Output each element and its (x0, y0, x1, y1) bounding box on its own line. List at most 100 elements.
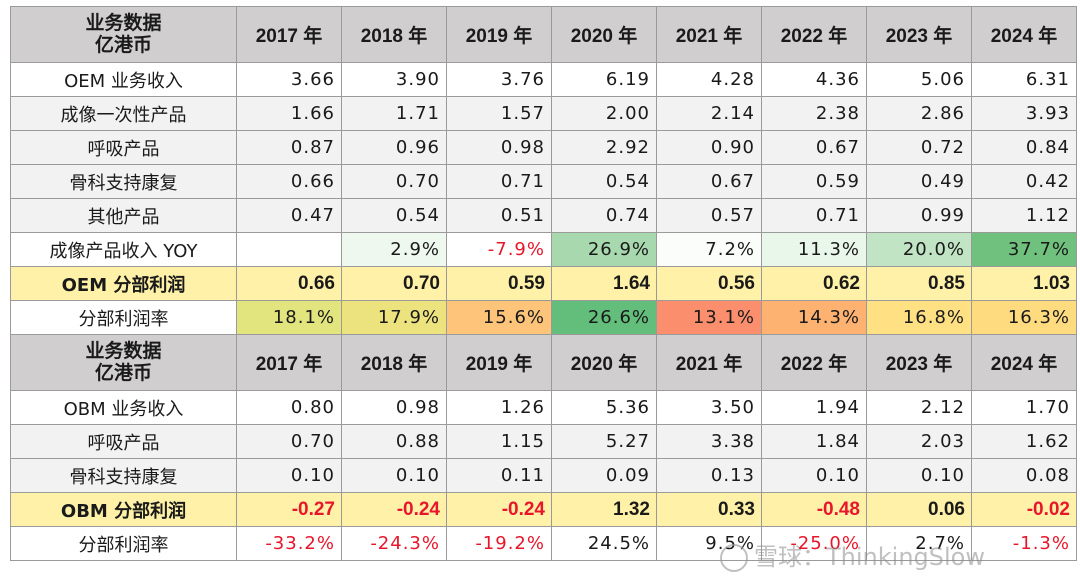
value-cell (236, 232, 342, 267)
value-cell: 0.13 (656, 458, 762, 493)
value-cell: -24.3% (341, 526, 447, 561)
value-cell: 14.3% (761, 300, 867, 335)
value-cell: 5.27 (551, 424, 657, 459)
row-label: 骨科支持康复 (10, 458, 237, 493)
year-header: 2024 年 (971, 6, 1077, 63)
row-label: OEM 分部利润 (10, 266, 237, 301)
value-cell: 1.71 (341, 96, 447, 131)
row-label: 分部利润率 (10, 300, 237, 335)
value-cell: 0.47 (236, 198, 342, 233)
obm-section: 业务数据 亿港币 2017 年 2018 年 2019 年 2020 年 2021… (10, 334, 1077, 561)
table-row: 骨科支持康复 0.10 0.10 0.11 0.09 0.13 0.10 0.10 0.08 (10, 458, 1077, 493)
year-header: 2017 年 (236, 334, 342, 391)
value-cell: 0.88 (341, 424, 447, 459)
value-cell: 1.64 (551, 266, 657, 301)
value-cell: 20.0% (866, 232, 972, 267)
value-cell: 0.87 (236, 130, 342, 165)
header-line-2: 亿港币 (94, 362, 152, 384)
table-row: 成像产品收入 YOY 2.9% -7.9% 26.9% 7.2% 11.3% 20.0% 37… (10, 232, 1077, 267)
header-line-2: 亿港币 (94, 34, 152, 56)
value-cell: 1.62 (971, 424, 1077, 459)
value-cell: 0.67 (656, 164, 762, 199)
value-cell: 0.66 (236, 164, 342, 199)
value-cell: 0.72 (866, 130, 972, 165)
row-label: 成像一次性产品 (10, 96, 237, 131)
year-header: 2021 年 (656, 6, 762, 63)
row-label: 呼吸产品 (10, 130, 237, 165)
value-cell: 4.36 (761, 62, 867, 97)
value-cell: 7.2% (656, 232, 762, 267)
row-label: 成像产品收入 YOY (10, 232, 237, 267)
value-cell: 26.9% (551, 232, 657, 267)
value-cell: 15.6% (446, 300, 552, 335)
financial-table: 业务数据 亿港币 2017 年 2018 年 2019 年 2020 年 2021… (10, 6, 1077, 561)
value-cell: 0.80 (236, 390, 342, 425)
value-cell: 24.5% (551, 526, 657, 561)
year-header: 2023 年 (866, 334, 972, 391)
table-row: 分部利润率 18.1% 17.9% 15.6% 26.6% 13.1% 14.3% 16.8%… (10, 300, 1077, 335)
value-cell: 0.70 (341, 266, 447, 301)
value-cell: 0.54 (341, 198, 447, 233)
header-line-1: 业务数据 (85, 340, 162, 362)
value-cell: 3.93 (971, 96, 1077, 131)
value-cell: 1.26 (446, 390, 552, 425)
value-cell: 0.09 (551, 458, 657, 493)
value-cell: 3.38 (656, 424, 762, 459)
value-cell: 0.90 (656, 130, 762, 165)
value-cell: 9.5% (656, 526, 762, 561)
value-cell: 0.59 (761, 164, 867, 199)
value-cell: 1.57 (446, 96, 552, 131)
year-header: 2022 年 (761, 6, 867, 63)
header-line-1: 业务数据 (85, 12, 162, 34)
value-cell: 1.84 (761, 424, 867, 459)
year-header: 2020 年 (551, 334, 657, 391)
table-row: 其他产品 0.47 0.54 0.51 0.74 0.57 0.71 0.99 1.12 (10, 198, 1077, 233)
value-cell: 0.62 (761, 266, 867, 301)
value-cell: 26.6% (551, 300, 657, 335)
oem-header-row: 业务数据 亿港币 2017 年 2018 年 2019 年 2020 年 2021… (10, 6, 1077, 63)
table-row: 成像一次性产品 1.66 1.71 1.57 2.00 2.14 2.38 2.86 3.93 (10, 96, 1077, 131)
value-cell: 0.85 (866, 266, 972, 301)
value-cell: 3.76 (446, 62, 552, 97)
value-cell: 2.7% (866, 526, 972, 561)
value-cell: 3.66 (236, 62, 342, 97)
value-cell: 0.96 (341, 130, 447, 165)
value-cell: 18.1% (236, 300, 342, 335)
row-label: 骨科支持康复 (10, 164, 237, 199)
year-header: 2018 年 (341, 334, 447, 391)
value-cell: 0.33 (656, 492, 762, 527)
row-label: 分部利润率 (10, 526, 237, 561)
value-cell: -0.02 (971, 492, 1077, 527)
value-cell: 0.08 (971, 458, 1077, 493)
value-cell: 0.10 (341, 458, 447, 493)
value-cell: 0.84 (971, 130, 1077, 165)
value-cell: 0.49 (866, 164, 972, 199)
value-cell: 0.67 (761, 130, 867, 165)
value-cell: 17.9% (341, 300, 447, 335)
value-cell: 2.9% (341, 232, 447, 267)
year-header: 2023 年 (866, 6, 972, 63)
value-cell: 0.71 (761, 198, 867, 233)
year-header: 2017 年 (236, 6, 342, 63)
oem-section: 业务数据 亿港币 2017 年 2018 年 2019 年 2020 年 2021… (10, 6, 1077, 335)
row-label: OBM 分部利润 (10, 492, 237, 527)
row-label: 呼吸产品 (10, 424, 237, 459)
value-cell: 0.06 (866, 492, 972, 527)
value-cell: 0.42 (971, 164, 1077, 199)
value-cell: 1.94 (761, 390, 867, 425)
value-cell: -25.0% (761, 526, 867, 561)
value-cell: 16.8% (866, 300, 972, 335)
table-row: OEM 业务收入 3.66 3.90 3.76 6.19 4.28 4.36 5.06 6.31 (10, 62, 1077, 97)
value-cell: -0.27 (236, 492, 342, 527)
value-cell: 0.11 (446, 458, 552, 493)
value-cell: 1.12 (971, 198, 1077, 233)
year-header: 2019 年 (446, 334, 552, 391)
value-cell: 11.3% (761, 232, 867, 267)
value-cell: 1.70 (971, 390, 1077, 425)
value-cell: 0.66 (236, 266, 342, 301)
value-cell: 0.51 (446, 198, 552, 233)
table-row: 骨科支持康复 0.66 0.70 0.71 0.54 0.67 0.59 0.49 0.42 (10, 164, 1077, 199)
value-cell: 5.06 (866, 62, 972, 97)
value-cell: 0.98 (341, 390, 447, 425)
row-label: OEM 业务收入 (10, 62, 237, 97)
